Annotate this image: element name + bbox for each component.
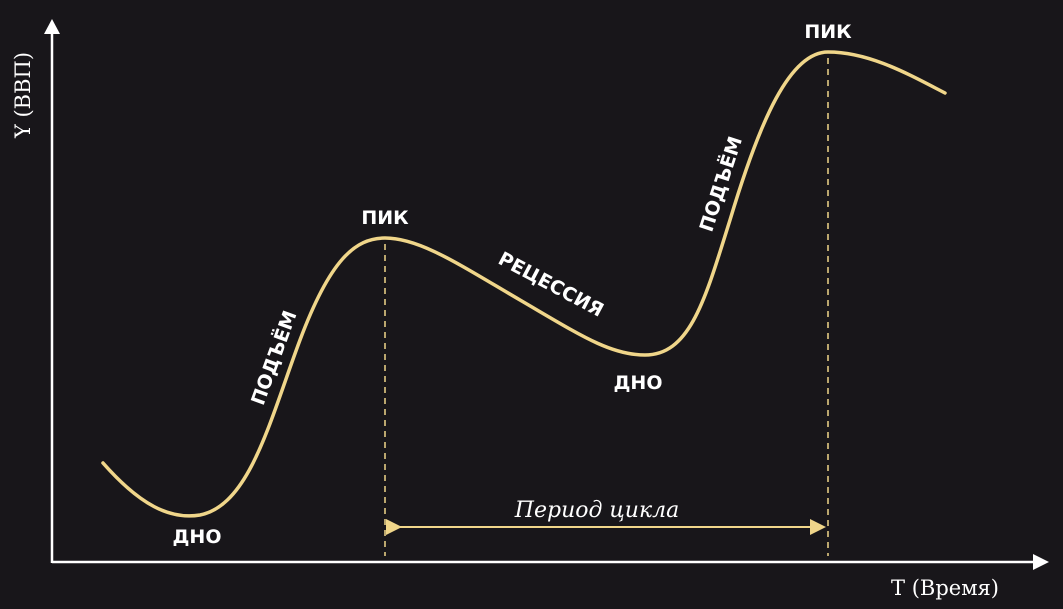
recession-label: РЕЦЕССИЯ: [494, 248, 607, 322]
period-label: Период цикла: [514, 498, 679, 523]
y-axis-arrow-icon: [44, 19, 60, 34]
x-axis-label: T (Время): [891, 576, 999, 600]
rise-2-label: ПОДЪЁМ: [694, 133, 747, 234]
peak-2-label: ПИК: [804, 21, 852, 43]
x-axis-arrow-icon: [1033, 554, 1049, 570]
peak-1-label: ПИК: [361, 207, 409, 229]
gdp-curve: [101, 50, 947, 518]
trough-1-label: ДНО: [173, 526, 222, 548]
y-axis-label: Y (ВВП): [11, 52, 35, 139]
trough-2-label: ДНО: [614, 372, 663, 394]
